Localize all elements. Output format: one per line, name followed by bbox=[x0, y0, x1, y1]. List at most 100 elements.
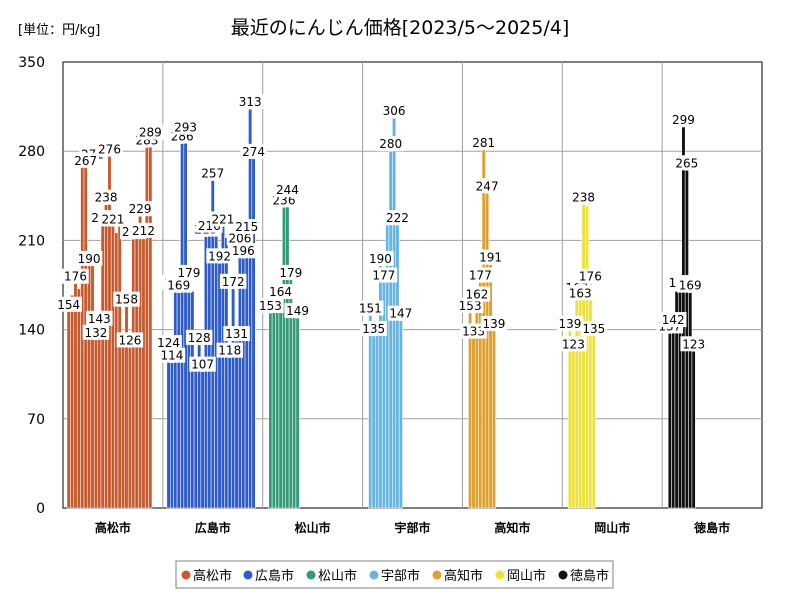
bar bbox=[667, 333, 672, 509]
data-label-text: 281 bbox=[472, 136, 495, 150]
data-label-text: 176 bbox=[64, 270, 87, 284]
bar bbox=[571, 351, 576, 509]
data-label-text: 280 bbox=[379, 137, 402, 151]
bar bbox=[588, 283, 593, 509]
bar bbox=[227, 357, 232, 509]
bar bbox=[73, 283, 78, 509]
x-axis: 高松市 広島市 松山市 宇部市 高知市 岡山市 徳島市 bbox=[95, 520, 730, 535]
data-label-bg bbox=[62, 268, 89, 284]
data-label-text: 274 bbox=[242, 145, 265, 159]
data-label-text: 151 bbox=[359, 302, 382, 316]
data-label: 158 bbox=[113, 291, 140, 307]
data-label-text: 257 bbox=[201, 167, 224, 181]
data-label-text: 126 bbox=[118, 333, 141, 347]
data-label-text: 267 bbox=[74, 154, 97, 168]
data-label: 289 bbox=[137, 124, 164, 140]
data-label-text: 222 bbox=[386, 211, 409, 225]
bar bbox=[388, 150, 393, 509]
data-label: 135 bbox=[360, 320, 387, 336]
data-label-bg bbox=[130, 222, 157, 238]
data-label: 163 bbox=[566, 285, 594, 301]
data-label: 221 bbox=[99, 211, 127, 227]
data-label-text: 238 bbox=[95, 191, 118, 205]
bar bbox=[173, 289, 178, 509]
legend-item: 徳島市 bbox=[558, 568, 609, 584]
data-label-bg bbox=[577, 268, 604, 284]
x-category-label: 宇部市 bbox=[394, 520, 430, 535]
data-label-text: 265 bbox=[675, 156, 698, 170]
bar bbox=[471, 338, 476, 509]
bar bbox=[148, 139, 153, 509]
bar bbox=[176, 292, 181, 509]
y-tick-label: 140 bbox=[18, 323, 45, 339]
data-label-text: 139 bbox=[559, 317, 582, 331]
data-label-bg bbox=[223, 326, 250, 342]
data-label-bg bbox=[673, 155, 701, 171]
data-label-text: 176 bbox=[579, 270, 602, 284]
legend-label: 宇部市 bbox=[381, 568, 420, 584]
data-label-text: 143 bbox=[88, 312, 111, 326]
bar bbox=[671, 326, 676, 509]
data-label: 123 bbox=[560, 336, 587, 352]
data-label-bg bbox=[580, 320, 608, 336]
data-label: 154 bbox=[55, 296, 82, 312]
data-label-bg bbox=[86, 310, 113, 326]
data-label: 177 bbox=[370, 267, 398, 283]
bar bbox=[282, 207, 286, 509]
data-label: 169 bbox=[165, 277, 193, 293]
data-label-text: 135 bbox=[582, 322, 605, 336]
data-label-text: 192 bbox=[208, 249, 231, 263]
data-label: 247 bbox=[473, 178, 501, 194]
data-label-text: 142 bbox=[662, 313, 685, 327]
data-label-text: 276 bbox=[98, 142, 121, 156]
data-label: 131 bbox=[223, 326, 250, 342]
bar bbox=[104, 204, 109, 509]
data-label-bg bbox=[473, 178, 501, 194]
legend-label: 高松市 bbox=[193, 568, 232, 584]
legend-swatch bbox=[181, 570, 191, 580]
data-label-bg bbox=[480, 315, 508, 331]
bar bbox=[381, 282, 386, 509]
data-label: 179 bbox=[277, 264, 305, 280]
bar bbox=[292, 312, 297, 509]
legend-item: 松山市 bbox=[306, 568, 357, 584]
data-label: 153 bbox=[257, 298, 284, 314]
data-label-text: 247 bbox=[476, 179, 499, 193]
data-label-bg bbox=[172, 119, 199, 135]
data-label-bg bbox=[233, 219, 261, 235]
legend-item: 高松市 bbox=[181, 568, 232, 584]
data-label: 206 bbox=[226, 230, 254, 246]
bar bbox=[375, 329, 380, 509]
data-label-bg bbox=[55, 296, 82, 312]
bar bbox=[234, 340, 239, 509]
bar bbox=[491, 330, 496, 509]
data-label: 267 bbox=[72, 152, 99, 168]
bar bbox=[251, 158, 256, 509]
data-label-bg bbox=[463, 286, 491, 302]
data-label-bg bbox=[380, 103, 408, 119]
data-label: 190 bbox=[75, 250, 103, 266]
bar bbox=[134, 233, 139, 509]
bar bbox=[183, 134, 188, 509]
data-label: 132 bbox=[82, 324, 110, 340]
series-広島市 bbox=[166, 108, 256, 509]
data-label-text: 172 bbox=[222, 275, 245, 289]
data-label: 221 bbox=[209, 211, 237, 227]
data-label-bg bbox=[116, 332, 144, 348]
data-label-text: 169 bbox=[679, 279, 702, 293]
unit-label: [単位：円/kg] bbox=[18, 22, 100, 38]
data-label-text: 190 bbox=[78, 252, 101, 266]
data-label: 126 bbox=[116, 332, 144, 348]
data-label: 124 bbox=[155, 334, 182, 350]
series-松山市 bbox=[268, 196, 300, 509]
bar bbox=[70, 294, 75, 509]
y-axis: 0 70 140 210 280 350 bbox=[18, 55, 45, 517]
bar bbox=[180, 143, 185, 509]
bar bbox=[138, 215, 143, 509]
data-label-text: 131 bbox=[225, 327, 248, 341]
data-label-text: 206 bbox=[229, 231, 252, 245]
data-label: 191 bbox=[477, 249, 504, 265]
bar bbox=[371, 335, 376, 509]
data-label-bg bbox=[460, 323, 487, 339]
data-label-bg bbox=[113, 291, 140, 307]
